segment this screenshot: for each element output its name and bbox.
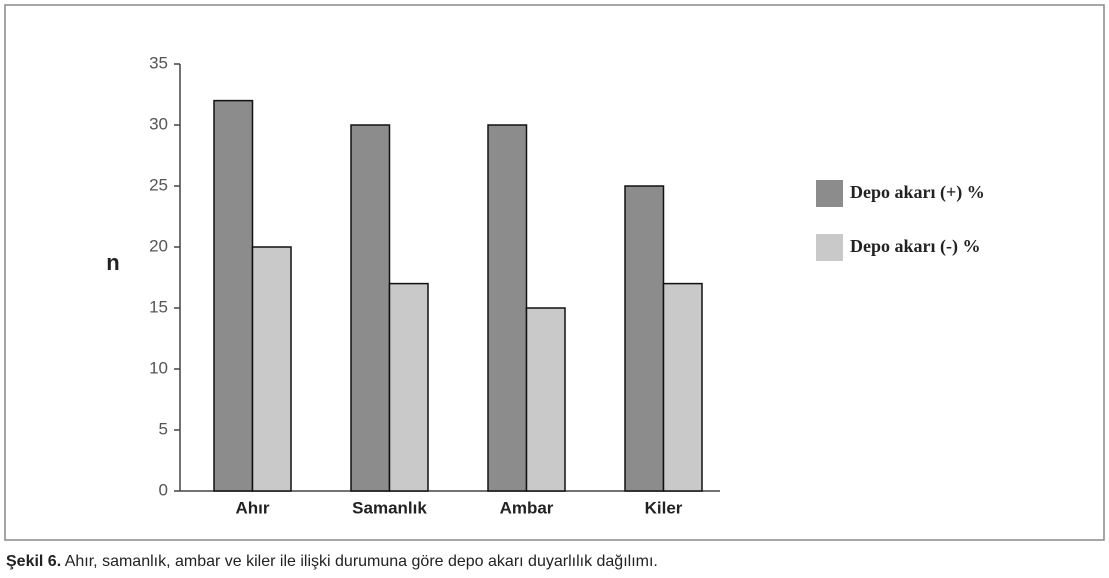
x-tick-label: Ahır [236,498,270,517]
x-tick-label: Kiler [645,498,683,517]
x-tick-label: Ambar [500,498,554,517]
legend-label: Depo akarı (+) % [850,182,985,203]
y-tick-label: 25 [149,175,168,194]
y-tick-label: 0 [159,480,168,499]
bar [525,307,566,492]
y-tick-label: 30 [149,114,168,133]
y-axis-label: n [106,250,119,275]
caption: Şekil 6. Ahır, samanlık, ambar ve kiler … [6,553,658,570]
legend-swatch [816,234,843,261]
bar [213,99,254,492]
bar [251,246,292,492]
bar [350,124,391,492]
bar [487,124,528,492]
legend-swatch [816,180,843,207]
bar [624,185,665,492]
caption-label: Şekil 6. [6,553,61,570]
y-tick-label: 5 [159,419,168,438]
caption-text: Ahır, samanlık, ambar ve kiler ile ilişk… [65,553,658,570]
y-tick-label: 35 [149,53,168,72]
legend-label: Depo akarı (-) % [850,236,980,257]
y-tick-label: 15 [149,297,168,316]
bar [662,282,703,492]
y-tick-label: 10 [149,358,168,377]
y-tick-label: 20 [149,236,168,255]
bar [388,282,429,492]
x-tick-label: Samanlık [352,498,427,517]
